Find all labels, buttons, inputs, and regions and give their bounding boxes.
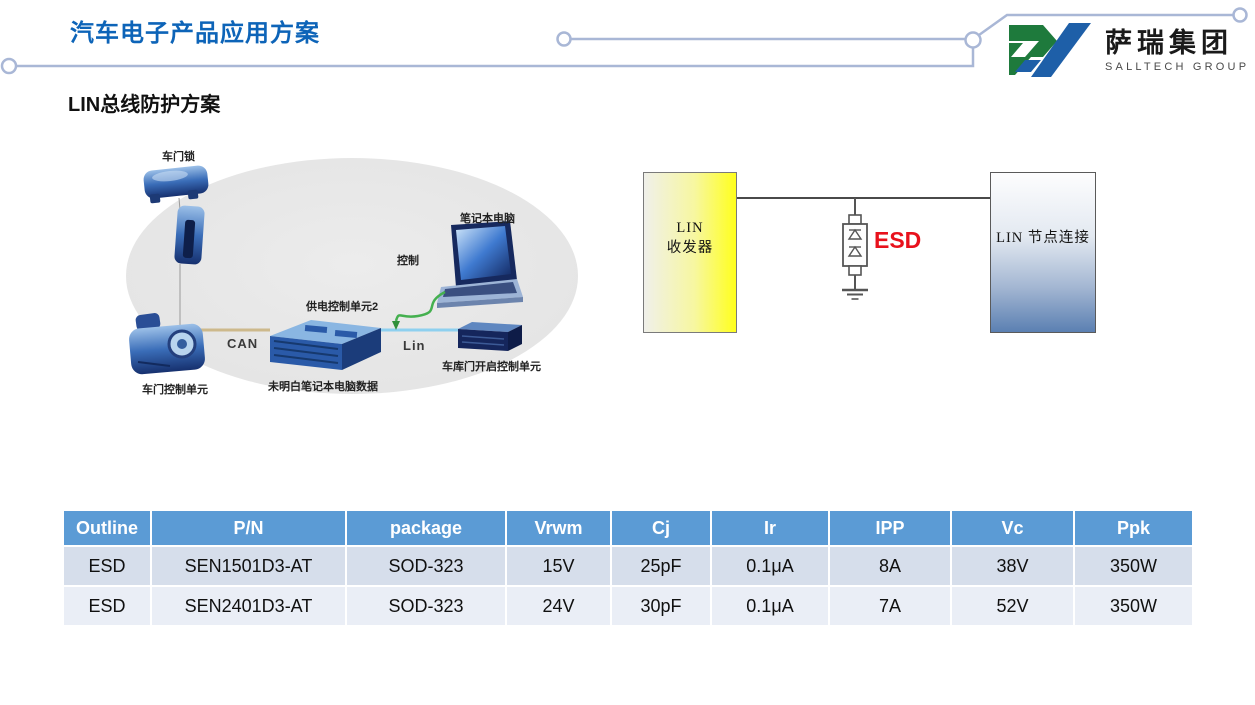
garage-unit-label: 车库门开启控制单元 — [442, 361, 541, 373]
table-cell: 350W — [1073, 545, 1194, 587]
table-cell: 52V — [950, 585, 1075, 627]
lin-signal-line — [737, 197, 990, 199]
esd-label: ESD — [874, 227, 922, 253]
table-cell: SEN2401D3-AT — [150, 585, 347, 627]
column-header: Ir — [710, 509, 830, 547]
table-cell: SOD-323 — [345, 545, 507, 587]
table-cell: 24V — [505, 585, 612, 627]
door-latch-image — [174, 205, 205, 265]
laptop-label: 笔记本电脑 — [460, 213, 515, 225]
car-system-illustration — [126, 158, 578, 394]
laptop-data-label: 未明白笔记本电脑数据 — [268, 381, 378, 393]
salltech-logo-icon — [1009, 23, 1091, 77]
table-cell: 38V — [950, 545, 1075, 587]
column-header: IPP — [828, 509, 952, 547]
table-cell: SEN1501D3-AT — [150, 545, 347, 587]
table-cell: 25pF — [610, 545, 712, 587]
power-control-unit-image — [270, 320, 381, 370]
esd-device-symbol — [842, 198, 868, 300]
column-header: Vrwm — [505, 509, 612, 547]
table-cell: 0.1μA — [710, 585, 830, 627]
table-cell: 7A — [828, 585, 952, 627]
node-label: LIN 节点连接 — [996, 229, 1090, 246]
table-cell: 30pF — [610, 585, 712, 627]
garage-opener-image — [458, 322, 522, 351]
table-cell: ESD — [62, 585, 152, 627]
control-cable — [392, 290, 446, 330]
section-title: LIN总线防护方案 — [68, 94, 221, 116]
power-control-unit-label: 供电控制单元2 — [306, 301, 379, 313]
column-header: Outline — [62, 509, 152, 547]
column-header: Vc — [950, 509, 1075, 547]
circuit-trace-decoration — [0, 7, 1248, 75]
column-header: P/N — [150, 509, 347, 547]
lin-bus-label: Lin — [403, 338, 426, 353]
table-cell: ESD — [62, 545, 152, 587]
transceiver-label-line2: 收发器 — [666, 239, 714, 256]
can-bus-label: CAN — [227, 336, 259, 351]
laptop-image — [437, 221, 523, 308]
column-header: Ppk — [1073, 509, 1194, 547]
parameter-table: Outline P/N package Vrwm Cj Ir IPP Vc Pp… — [62, 509, 1194, 627]
logo-name-en: SALLTECH GROUP — [1105, 60, 1250, 73]
door-control-unit-label: 车门控制单元 — [142, 384, 208, 396]
door-control-unit-image — [129, 313, 205, 375]
door-lock-label: 车门锁 — [162, 151, 195, 163]
company-logo: 萨瑞集团 SALLTECH GROUP — [1005, 20, 1249, 80]
column-header: Cj — [610, 509, 712, 547]
table-cell: 8A — [828, 545, 952, 587]
logo-name-cn: 萨瑞集团 — [1105, 28, 1233, 59]
column-header: package — [345, 509, 507, 547]
page-title: 汽车电子产品应用方案 — [70, 20, 320, 47]
lin-transceiver-box: LIN 收发器 — [643, 172, 737, 333]
car-system-diagram: 车门锁 笔记本电脑 控制 供电控制单元2 CAN Lin 车库门开启控制单元 车… — [100, 140, 600, 420]
table-cell: SOD-323 — [345, 585, 507, 627]
table-cell: 350W — [1073, 585, 1194, 627]
door-lock-image — [143, 165, 209, 204]
table-row: ESD SEN1501D3-AT SOD-323 15V 25pF 0.1μA … — [62, 545, 1194, 587]
lin-node-box: LIN 节点连接 — [990, 172, 1096, 333]
ground-icon — [842, 288, 868, 300]
table-cell: 15V — [505, 545, 612, 587]
control-label: 控制 — [397, 255, 419, 267]
table-cell: 0.1μA — [710, 545, 830, 587]
table-row: ESD SEN2401D3-AT SOD-323 24V 30pF 0.1μA … — [62, 585, 1194, 627]
transceiver-label-line1: LIN — [676, 219, 704, 236]
table-header-row: Outline P/N package Vrwm Cj Ir IPP Vc Pp… — [62, 509, 1194, 547]
